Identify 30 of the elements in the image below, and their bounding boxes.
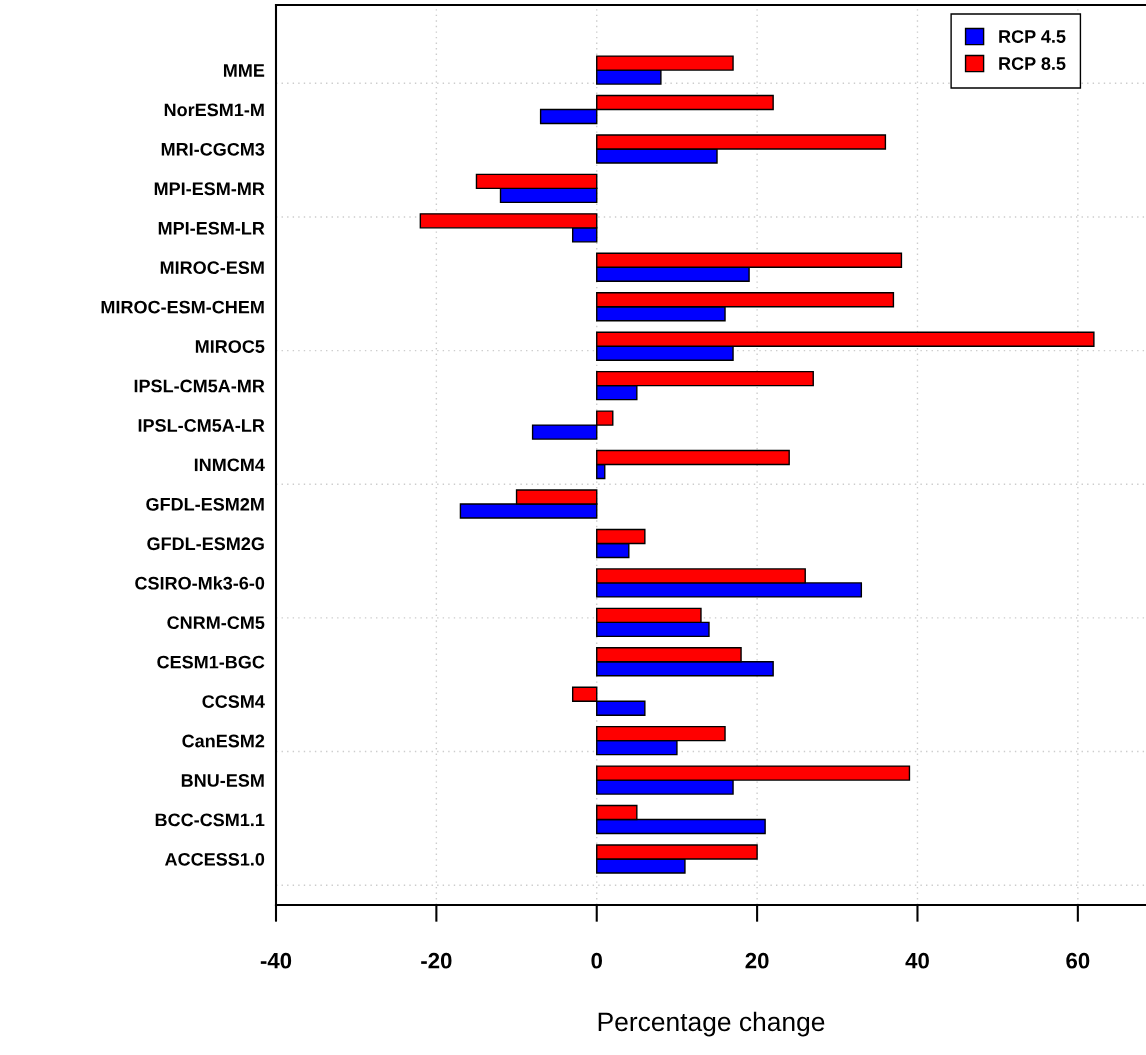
y-tick-label: MIROC-ESM (160, 261, 264, 275)
y-tick-label: BNU-ESM (181, 774, 264, 787)
y-tick-label: IPSL-CM5A-LR (138, 419, 265, 432)
y-tick-label: MRI-CGCM3 (161, 142, 265, 156)
y-tick-label: IPSL-CM5A-MR (134, 379, 265, 393)
x-tick-label: 60 (1066, 952, 1090, 969)
y-tick-label: ACCESS1.0 (164, 852, 265, 866)
y-tick-label: GFDL-ESM2M (146, 497, 264, 511)
x-tick-label: -20 (421, 952, 452, 969)
y-tick-label: CESM1-BGC (157, 655, 265, 669)
x-tick-label: 0 (591, 952, 603, 969)
x-tick-label: 40 (905, 952, 929, 969)
y-tick-label: NorESM1-M (164, 103, 264, 117)
y-tick-label: GFDL-ESM2G (147, 537, 264, 551)
y-tick-label: INMCM4 (194, 458, 265, 472)
y-tick-label: MPI-ESM-MR (154, 182, 265, 196)
x-tick-label: -40 (260, 952, 292, 969)
legend-label: RCP 8.5 (999, 57, 1066, 70)
y-tick-label: MPI-ESM-LR (158, 221, 265, 235)
y-tick-label: MME (223, 64, 265, 77)
y-tick-label: CanESM2 (182, 734, 265, 748)
y-tick-label: CNRM-CM5 (167, 616, 265, 630)
x-tick-label: 20 (745, 952, 769, 969)
y-tick-label: MIROC5 (195, 340, 265, 353)
x-axis-title: Percentage change (598, 1011, 825, 1037)
y-tick-label: MIROC-ESM-CHEM (101, 300, 264, 314)
legend-label: RCP 4.5 (999, 30, 1066, 43)
y-tick-label: CCSM4 (202, 695, 265, 708)
y-tick-label: CSIRO-Mk3-6-0 (135, 576, 265, 590)
y-tick-label: BCC-CSM1.1 (155, 813, 265, 827)
